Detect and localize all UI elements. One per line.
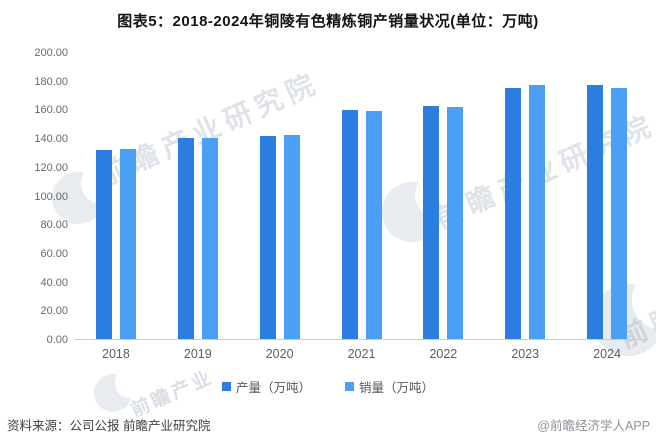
legend-swatch-icon [345, 382, 354, 391]
y-tick-label: 60.00 [40, 247, 68, 260]
bar-group-2019 [157, 53, 239, 339]
bar-series1-2020 [259, 136, 276, 339]
bar-series1-2021 [341, 110, 358, 339]
bar-series1-2018 [95, 149, 112, 339]
y-tick-label: 160.00 [34, 104, 68, 117]
legend-item-1: 产量（万吨） [221, 377, 311, 396]
bar-series2-2021 [365, 111, 382, 339]
y-tick-label: 180.00 [34, 75, 68, 88]
x-tick-label-2021: 2021 [347, 347, 376, 361]
x-tick-label-2024: 2024 [593, 347, 621, 361]
legend-label: 销量（万吨） [359, 381, 435, 395]
legend-swatch-icon [221, 382, 231, 391]
y-axis: 0.00 20.00 40.00 60.00 80.00 100.00 120.00 140.… [0, 47, 68, 346]
y-tick-label: 20.00 [40, 305, 68, 318]
x-tick-label-2023: 2023 [511, 347, 540, 361]
y-tick-label: 140.00 [34, 133, 68, 146]
bar-group-2021 [321, 53, 403, 339]
bar-series1-2022 [423, 105, 440, 339]
x-tick-label-2019: 2019 [183, 347, 212, 361]
bar-series2-2020 [283, 134, 300, 339]
x-tick-label-2022: 2022 [429, 347, 458, 361]
chart-title: 图表5：2018-2024年铜陵有色精炼铜产销量状况(单位：万吨) [117, 13, 539, 30]
bar-series1-2023 [505, 87, 522, 339]
bar-series2-2019 [201, 137, 218, 339]
source-note: 资料来源：公司公报 前瞻产业研究院 [7, 419, 211, 433]
bar-series2-2024 [611, 88, 628, 339]
y-tick-label: 100.00 [34, 190, 68, 203]
legend-label: 产量（万吨） [235, 381, 311, 395]
bar-group-2023 [484, 53, 566, 339]
bar-series2-2018 [119, 148, 136, 339]
bar-group-2024 [566, 53, 648, 339]
bar-group-2022 [402, 53, 484, 339]
credit-note: @前瞻经济学人APP [537, 419, 650, 433]
y-tick-label: 200.00 [34, 47, 68, 59]
bar-group-2020 [239, 53, 321, 339]
bar-series2-2023 [529, 85, 546, 339]
y-tick-label: 0.00 [46, 334, 68, 346]
legend: 产量（万吨） 销量（万吨） [0, 377, 656, 396]
y-tick-label: 40.00 [40, 276, 68, 289]
x-axis: 2018 2019 2020 2021 2022 2023 2024 [75, 347, 648, 361]
legend-item-2: 销量（万吨） [345, 377, 434, 396]
bar-group-2018 [75, 53, 157, 339]
bar-series1-2019 [177, 138, 194, 339]
x-tick-label-2020: 2020 [265, 347, 294, 361]
y-tick-label: 120.00 [34, 161, 68, 174]
y-tick-label: 80.00 [40, 219, 68, 232]
bar-series1-2024 [587, 85, 604, 339]
bar-series2-2022 [447, 106, 464, 339]
x-tick-label-2018: 2018 [102, 347, 130, 361]
plot-area [75, 53, 648, 340]
